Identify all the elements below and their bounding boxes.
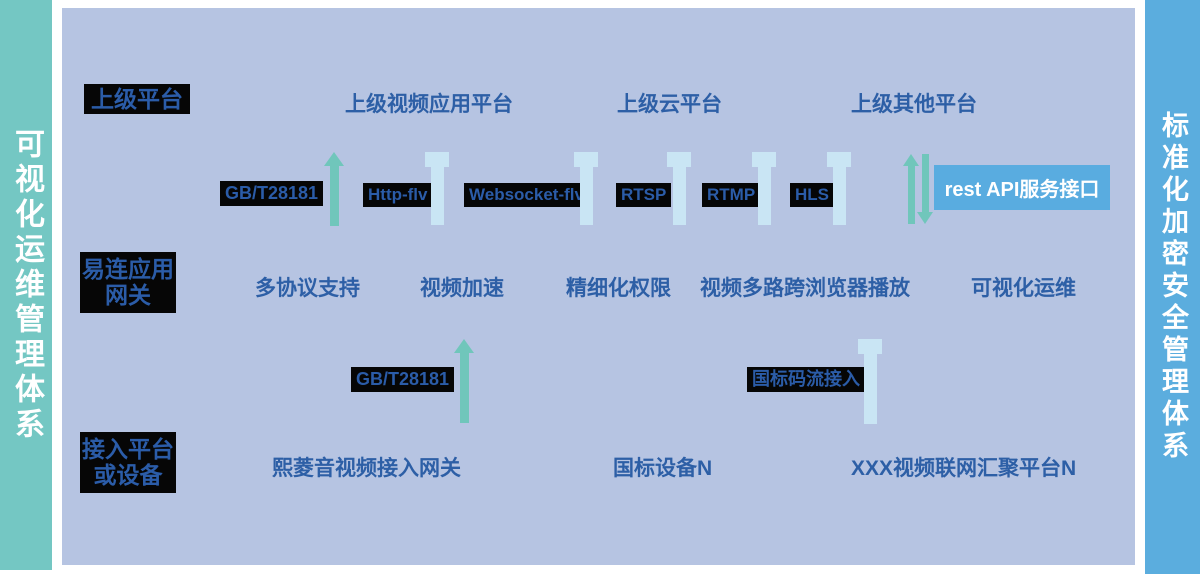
- tier-bottom-label-line1: 接入平台: [82, 436, 174, 462]
- device-guobiao-n: 国标设备N: [613, 457, 713, 480]
- flow-bar-icon: [667, 152, 691, 225]
- tier-bottom-label-line2: 或设备: [93, 462, 163, 489]
- tier-middle-label-line1: 易连应用: [82, 256, 174, 282]
- down-arrow-icon: [917, 154, 933, 224]
- right-banner-text: 标准化加密安全管理体系: [1158, 111, 1188, 463]
- protocol-http-flv-tag: Http-flv: [363, 183, 433, 207]
- diagram-canvas: [62, 8, 1135, 565]
- platform-video-app: 上级视频应用平台: [345, 93, 513, 116]
- gbt28181-tag-bottom: GB/T28181: [351, 367, 455, 392]
- rest-api-box: rest API服务接口: [934, 165, 1110, 210]
- device-xiling-gateway: 熙菱音视频接入网关: [272, 457, 461, 480]
- left-banner: 可视化运维管理体系: [0, 0, 52, 570]
- tier-middle-label-tag: 易连应用 网关: [80, 252, 176, 313]
- up-arrow-icon: [324, 152, 344, 226]
- flow-bar-icon: [827, 152, 851, 225]
- left-banner-text: 可视化运维管理体系: [10, 127, 43, 443]
- flow-bar-icon: [574, 152, 598, 225]
- device-xxx-aggregation: XXX视频联网汇聚平台N: [851, 457, 1077, 480]
- flow-bar-icon: [425, 152, 449, 225]
- protocol-rtsp-tag: RTSP: [616, 183, 672, 207]
- protocol-hls-tag: HLS: [790, 183, 834, 207]
- feature-multi-protocol: 多协议支持: [255, 277, 360, 300]
- tier-bottom-label-tag: 接入平台 或设备: [80, 432, 176, 493]
- right-banner: 标准化加密安全管理体系: [1145, 0, 1200, 574]
- guobiao-stream-tag: 国标码流接入: [747, 367, 865, 392]
- platform-cloud: 上级云平台: [617, 93, 722, 116]
- protocol-rtmp-tag: RTMP: [702, 183, 761, 207]
- feature-video-accel: 视频加速: [420, 277, 504, 300]
- feature-multi-route-playback: 视频多路跨浏览器播放: [700, 277, 910, 300]
- flow-bar-icon: [858, 339, 882, 424]
- up-arrow-icon: [903, 154, 919, 224]
- tier-top-label-tag: 上级平台: [84, 84, 190, 115]
- gbt28181-tag-top: GB/T28181: [220, 181, 324, 206]
- up-arrow-icon: [454, 339, 474, 423]
- protocol-websocket-flv-tag: Websocket-flv: [464, 183, 589, 207]
- flow-bar-icon: [752, 152, 776, 225]
- feature-visual-ops: 可视化运维: [971, 277, 1076, 300]
- platform-other: 上级其他平台: [851, 93, 977, 116]
- feature-fine-permission: 精细化权限: [566, 277, 671, 300]
- tier-middle-label-line2: 网关: [105, 282, 151, 309]
